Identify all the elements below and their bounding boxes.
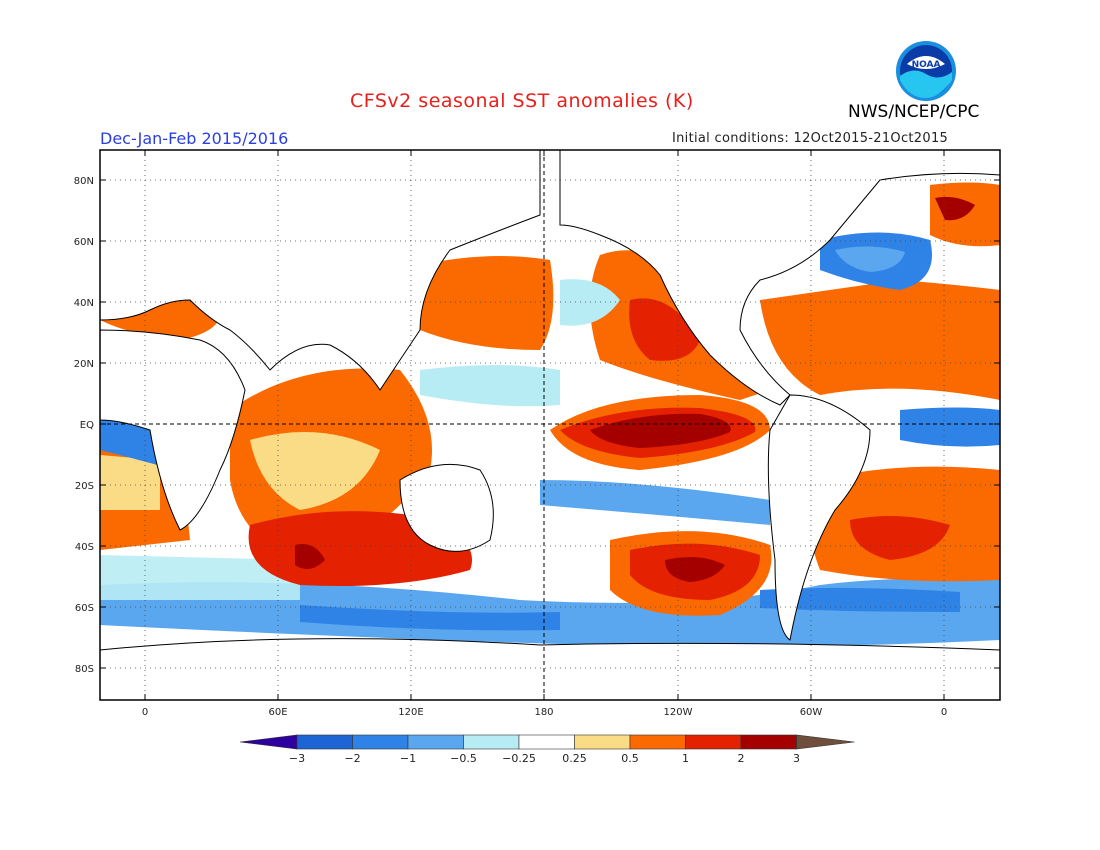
colorbar-label: −0.25 [502,752,536,765]
colorbar: −3 −2 −1 −0.5 −0.25 0.25 0.5 1 2 3 [239,734,855,765]
antarctica [100,638,1000,700]
longitude-axis: 0 60E 120E 180 120W 60W 0 [142,150,947,718]
lat-label: EQ [80,420,94,431]
colorbar-label: 0.5 [621,752,639,765]
map-frame [99,149,1001,701]
season-label: Dec-Jan-Feb 2015/2016 [100,129,289,148]
lon-label: 0 [142,707,148,718]
lon-label: 180 [534,707,553,718]
colorbar-swatch [463,734,520,750]
lat-label: 40S [75,542,94,553]
colorbar-swatch [740,734,797,750]
lat-label: 60N [74,237,94,248]
colorbar-label: −1 [400,752,416,765]
colorbar-high-arrow [796,734,855,750]
colorbar-label: 2 [738,752,745,765]
noaa-logo: NOAA [896,41,956,101]
lat-label: 20N [74,359,94,370]
colorbar-swatch [352,734,409,750]
australia [399,463,494,552]
colorbar-swatch [629,734,686,750]
colorbar-label: 1 [682,752,689,765]
colorbar-label: −3 [289,752,305,765]
colorbar-swatch [518,734,575,750]
map-title: CFSv2 seasonal SST anomalies (K) [350,90,694,112]
agency-label: NWS/NCEP/CPC [848,102,980,122]
initial-conditions-label: Initial conditions: 12Oct2015-21Oct2015 [672,131,949,146]
graticule [100,150,1000,700]
lat-label: 40N [74,298,94,309]
lat-label: 60S [75,603,94,614]
colorbar-swatch [407,734,464,750]
logo-text: NOAA [912,60,941,70]
latitude-axis: 80N 60N 40N 20N EQ 20S 40S 60S 80S [74,176,1000,675]
continents [100,150,1000,700]
colorbar-label: −2 [344,752,360,765]
colorbar-low-arrow [239,734,298,750]
lat-label: 80N [74,176,94,187]
north-america [559,150,1000,406]
lon-label: 120E [398,707,423,718]
colorbar-swatch [574,734,631,750]
lat-label: 80S [75,664,94,675]
colorbar-label: 0.25 [562,752,587,765]
lon-label: 0 [941,707,947,718]
africa [100,329,246,531]
colorbar-swatch [685,734,742,750]
eurasia [100,150,541,391]
lon-label: 120W [664,707,693,718]
south-america [767,394,871,641]
lon-label: 60E [268,707,287,718]
lat-label: 20S [75,481,94,492]
colorbar-swatch [296,734,353,750]
colorbar-label: −0.5 [450,752,477,765]
colorbar-label: 3 [793,752,800,765]
lon-label: 60W [800,707,823,718]
